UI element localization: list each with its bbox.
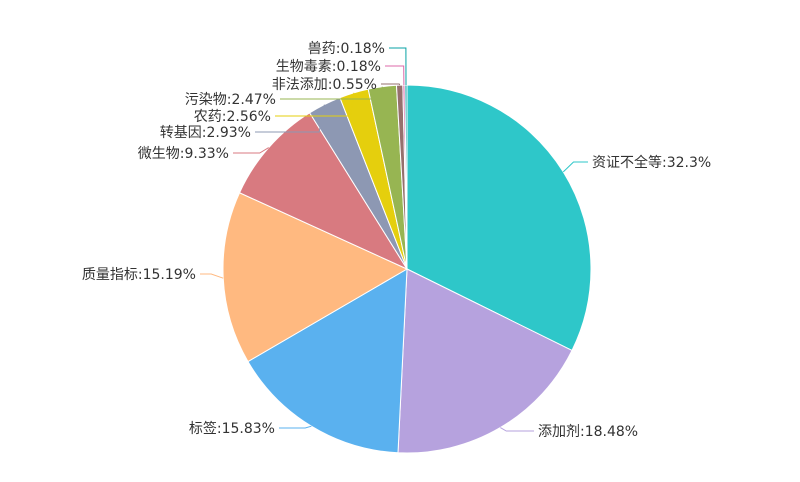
slice-label-10: 生物毒素:0.18% bbox=[276, 59, 381, 75]
slice-label-3: 标签:15.83% bbox=[189, 420, 275, 437]
slice-label-8: 污染物:2.47% bbox=[185, 92, 276, 108]
leader-line-7 bbox=[275, 92, 355, 117]
slice-label-5: 微生物:9.33% bbox=[138, 146, 229, 162]
pie-slice-11[interactable] bbox=[404, 84, 408, 270]
pie-slice-2[interactable] bbox=[397, 268, 573, 454]
leader-line-1 bbox=[562, 161, 588, 173]
leader-line-3 bbox=[279, 425, 312, 429]
slice-labels: 资证不全等:32.3% 添加剂:18.48% 标签:15.83% 质量指标:15.19… bbox=[82, 41, 711, 440]
slice-label-2: 添加剂:18.48% bbox=[538, 424, 638, 440]
leader-line-9 bbox=[381, 83, 401, 86]
leader-line-8 bbox=[280, 86, 383, 100]
slice-label-1: 资证不全等:32.3% bbox=[592, 154, 711, 171]
slice-label-9: 非法添加:0.55% bbox=[272, 77, 377, 93]
leader-line-6 bbox=[255, 104, 325, 133]
slice-label-7: 农药:2.56% bbox=[194, 109, 271, 125]
leader-line-2 bbox=[500, 427, 534, 432]
leader-lines bbox=[200, 47, 588, 432]
slice-label-4: 质量指标:15.19% bbox=[82, 267, 196, 283]
pie-slices bbox=[222, 84, 592, 454]
pie-slice-5[interactable] bbox=[238, 112, 409, 271]
leader-line-11 bbox=[389, 47, 407, 86]
pie-slice-3[interactable] bbox=[247, 268, 408, 454]
pie-slice-4[interactable] bbox=[222, 192, 409, 363]
leader-line-10 bbox=[385, 65, 405, 86]
slice-label-6: 转基因:2.93% bbox=[160, 124, 251, 141]
slice-label-11: 兽药:0.18% bbox=[308, 41, 385, 57]
leader-line-4 bbox=[200, 273, 224, 279]
leader-line-5 bbox=[233, 147, 269, 154]
